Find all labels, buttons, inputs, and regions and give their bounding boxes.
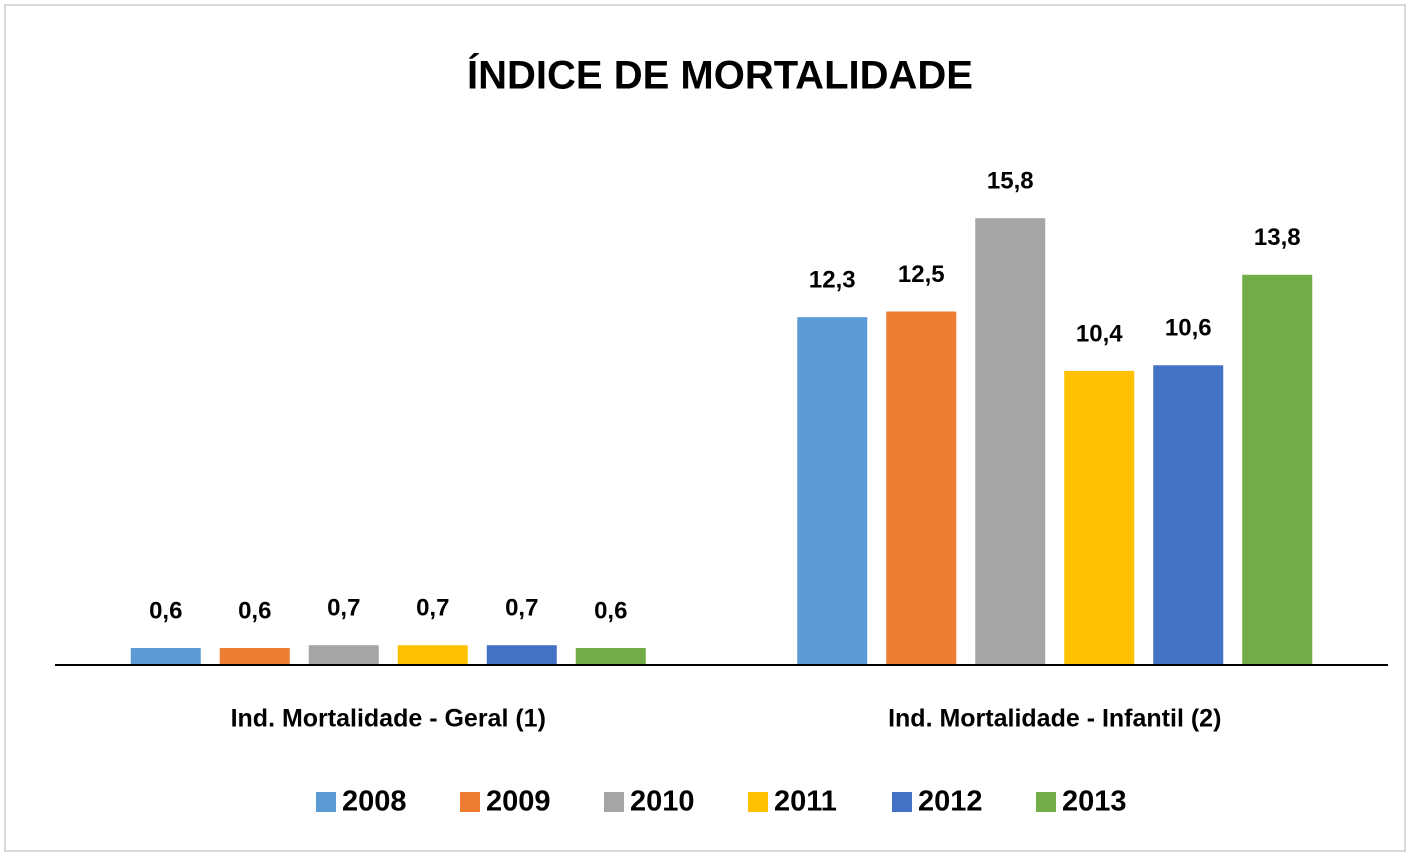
bar	[130, 648, 201, 665]
bar	[797, 317, 868, 665]
data-label: 0,6	[238, 597, 271, 624]
bar	[886, 311, 957, 665]
legend-label: 2011	[774, 786, 837, 818]
legend-label: 2009	[486, 786, 551, 818]
data-label: 10,4	[1076, 320, 1123, 347]
bar	[1064, 370, 1135, 665]
legend-label: 2008	[342, 786, 407, 818]
data-label: 0,7	[416, 595, 449, 622]
x-tick-label: Ind. Mortalidade - Infantil (2)	[888, 705, 1221, 733]
legend-swatch	[1036, 792, 1056, 812]
legend-swatch	[892, 792, 912, 812]
data-label: 12,3	[809, 267, 856, 294]
bar	[486, 645, 557, 665]
data-label: 0,6	[149, 597, 182, 624]
bar	[397, 645, 468, 665]
bar	[975, 218, 1046, 665]
legend-label: 2010	[630, 786, 695, 818]
legend-swatch	[604, 792, 624, 812]
bar	[1242, 274, 1313, 665]
legend-label: 2013	[1062, 786, 1127, 818]
chart-title: ÍNDICE DE MORTALIDADE	[467, 53, 973, 98]
legend-label: 2012	[918, 786, 983, 818]
data-label: 10,6	[1165, 315, 1212, 342]
legend-swatch	[748, 792, 768, 812]
bar	[308, 645, 379, 665]
data-label: 0,6	[594, 597, 627, 624]
bar	[575, 648, 646, 665]
legend-swatch	[316, 792, 336, 812]
data-label: 0,7	[327, 595, 360, 622]
data-label: 15,8	[987, 168, 1034, 195]
x-tick-label: Ind. Mortalidade - Geral (1)	[231, 705, 546, 733]
data-label: 13,8	[1254, 224, 1301, 251]
data-label: 0,7	[505, 595, 538, 622]
bar	[1153, 365, 1224, 665]
data-label: 12,5	[898, 261, 945, 288]
bar	[219, 648, 290, 665]
legend-swatch	[460, 792, 480, 812]
